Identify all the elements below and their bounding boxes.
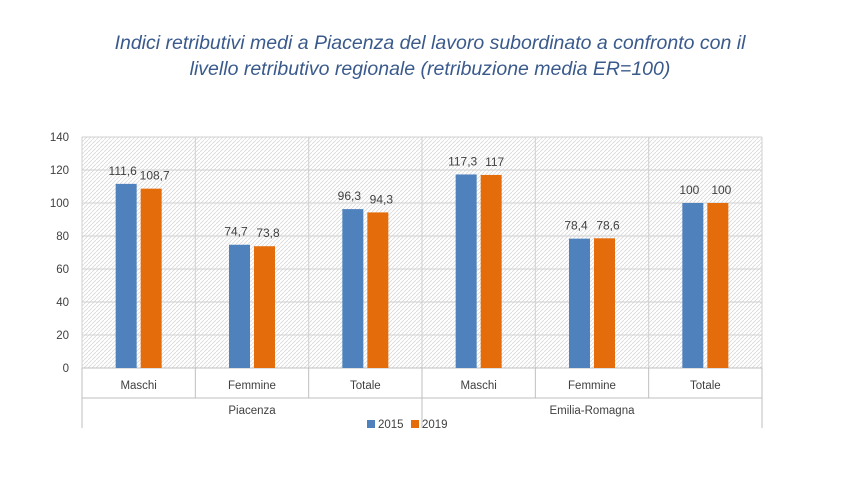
bar-2019 [594,238,615,368]
data-label: 111,6 [109,164,138,178]
data-label: 100 [711,183,731,197]
x-category-label: Femmine [568,380,616,392]
chart-title-line-1: Indici retributivi medi a Piacenza del l… [114,32,746,54]
y-tick-label: 100 [50,198,69,210]
y-tick-label: 80 [56,231,69,243]
bar-2015 [115,183,137,368]
x-group-label: Piacenza [228,405,276,417]
chart-title: Indici retributivi medi a Piacenza del l… [40,30,820,82]
legend-label: 2015 [378,419,404,431]
bar-2019 [140,188,162,368]
legend-swatch-2019 [411,420,419,428]
y-tick-label: 20 [56,330,69,342]
bar-2015 [342,209,364,368]
data-label: 78,6 [596,218,620,232]
data-label: 73,8 [256,226,280,240]
x-category-label: Totale [690,380,721,392]
x-category-label: Maschi [460,380,496,392]
y-tick-label: 140 [50,132,69,144]
y-tick-label: 0 [63,363,69,375]
x-category-label: Maschi [120,380,156,392]
y-tick-label: 60 [56,264,69,276]
bar-2015 [455,174,477,368]
data-label: 74,7 [224,225,248,239]
bar-2019 [707,203,729,368]
y-tick-label: 120 [50,165,69,177]
data-label: 117,3 [448,154,477,168]
data-label: 78,4 [564,219,588,233]
y-tick-label: 40 [56,297,69,309]
axes: 0 20 40 60 80 100 120 140 Maschi Femmine Totale Mas… [50,132,763,428]
bar-2019 [480,174,502,368]
data-label: 94,3 [370,192,394,206]
bar-2015 [569,238,590,368]
x-group-label: Emilia-Romagna [549,405,635,417]
data-label: 100 [679,183,699,197]
chart-title-line-2: livello retributivo regionale (retribuzi… [189,58,671,80]
gridlines [81,136,763,369]
bar-2015 [682,203,704,368]
x-category-label: Femmine [228,380,276,392]
data-label: 96,3 [338,189,362,203]
bar-2019 [367,212,389,368]
bars [115,174,729,368]
legend-swatch-2015 [367,420,375,428]
x-category-label: Totale [350,380,381,392]
bar-2015 [229,244,250,368]
legend-label: 2019 [422,419,448,431]
data-labels: 111,6 74,7 96,3 117,3 78,4 100 108,7 73,8 94,3 11… [109,154,732,240]
legend: 2015 2019 [367,419,448,431]
data-label: 117 [485,155,504,169]
data-label: 108,7 [140,169,170,183]
bar-2019 [254,246,275,368]
